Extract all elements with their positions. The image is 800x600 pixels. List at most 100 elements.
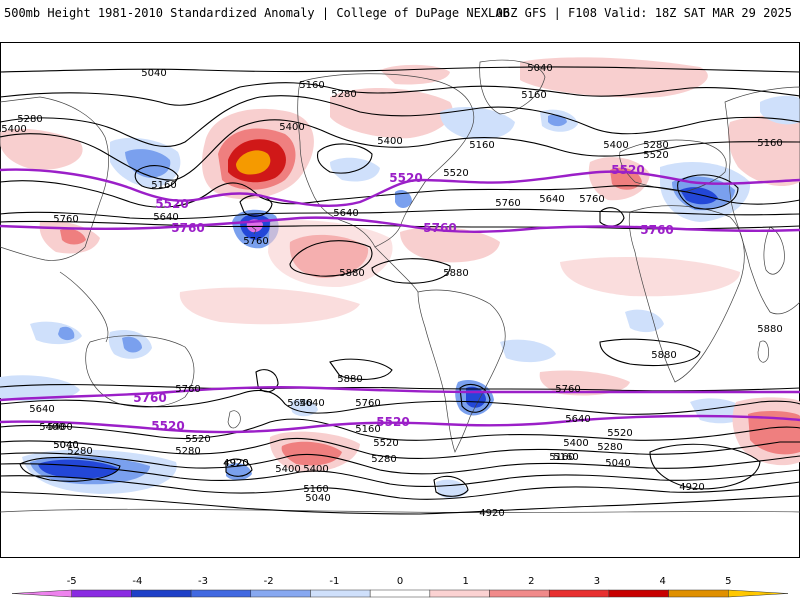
height-contour-low — [239, 194, 273, 217]
contour-label: 5760 — [243, 236, 268, 247]
key-label-5520: 5520 — [389, 171, 422, 185]
anom-neg-s-atlantic — [500, 339, 556, 363]
colorbar: -5 -4 -3 -2 -1 0 1 2 3 4 5 — [11, 576, 789, 598]
coast-central-america — [374, 246, 419, 293]
contour-label: 5160 — [757, 138, 782, 149]
height-contour-5880 — [599, 338, 701, 367]
contour-label: 5640 — [539, 194, 564, 205]
anom-pos-russia — [760, 95, 800, 125]
height-contour-5880 — [329, 358, 393, 380]
height-contour-low — [134, 165, 179, 190]
contour-label: 5640 — [333, 208, 358, 219]
colorbar-ticks: -5 -4 -3 -2 -1 0 1 2 3 4 5 — [67, 576, 732, 587]
anom-neg-europe — [680, 187, 718, 205]
contour-label: 5520 — [443, 168, 468, 179]
contour-label: 5760 — [355, 398, 380, 409]
contour-label: 5160 — [303, 484, 328, 495]
contour-label: 5040 — [53, 440, 78, 451]
height-contour-5880 — [289, 240, 373, 277]
contour-label: 5280 — [331, 89, 356, 100]
height-contour-low — [225, 458, 253, 477]
height-contour-5160 — [0, 82, 800, 106]
colorbar-tick-label: -2 — [264, 576, 274, 587]
contour-label: 5040 — [53, 440, 78, 451]
colorbar-segments — [11, 589, 789, 598]
contour-label: 5040 — [141, 68, 166, 79]
contour-label: 5880 — [337, 374, 362, 385]
contour-label: 5400 — [377, 136, 402, 147]
coast-india — [763, 226, 785, 275]
coast-south-america — [417, 289, 506, 453]
contour-label: 5160 — [549, 452, 574, 463]
coast-europe — [619, 139, 727, 193]
contour-label: 5160 — [553, 452, 578, 463]
colorbar-tick-label: 1 — [462, 576, 468, 587]
key-label-5520: 5520 — [151, 419, 184, 433]
coast-madagascar — [757, 340, 769, 363]
anom-neg-w-pacific — [58, 326, 75, 341]
height-contour-5160 — [0, 463, 800, 487]
height-contour-5880 — [371, 258, 451, 284]
height-contour-low — [677, 174, 739, 210]
height-contour-5040 — [0, 66, 800, 73]
height-contour-low — [599, 207, 625, 227]
contour-label: 5280 — [17, 114, 42, 125]
colorbar-tick-label: 3 — [594, 576, 600, 587]
contour-label: 5880 — [443, 268, 468, 279]
colorbar-segment — [429, 589, 490, 598]
contour-label: 5760 — [579, 194, 604, 205]
key-contour-5760-sh — [0, 386, 800, 402]
contour-label: 5400 — [603, 140, 628, 151]
colorbar-segment — [71, 589, 132, 598]
height-contour-5280 — [0, 95, 800, 148]
anom-neg-indian — [625, 309, 664, 333]
colorbar-segment — [548, 589, 610, 598]
height-contour-5400 — [0, 437, 800, 460]
key-label-5760: 5760 — [171, 221, 204, 235]
contour-label: 5640 — [29, 404, 54, 415]
height-contour-low — [649, 443, 761, 490]
key-label-5520: 5520 — [155, 197, 188, 211]
contour-label: 5880 — [757, 324, 782, 335]
coast-hawaii — [251, 226, 257, 235]
contour-label: 5400 — [279, 122, 304, 133]
contour-label: 4920 — [223, 458, 248, 469]
anom-neg-us-east — [395, 190, 412, 208]
contour-label: 5640 — [565, 414, 590, 425]
colorbar-tick-label: -4 — [132, 576, 142, 587]
colorbar-tick-label: 5 — [725, 576, 731, 587]
anom-neg-maritime — [122, 336, 142, 353]
contour-label: 5760 — [175, 384, 200, 395]
contour-label: 5400 — [303, 464, 328, 475]
height-contour-5640 — [0, 389, 800, 415]
coast-greenland — [479, 59, 546, 115]
height-contour-low — [255, 369, 279, 393]
contour-label: 5280 — [643, 140, 668, 151]
height-contour-low — [459, 383, 491, 413]
anom-pos-tropics — [560, 257, 740, 297]
key-label-5760: 5760 — [133, 391, 166, 405]
contour-label: 5160 — [355, 424, 380, 435]
contour-label: 5280 — [371, 454, 396, 465]
contour-label: 5640 — [287, 398, 312, 409]
contour-label: 5520 — [185, 434, 210, 445]
key-label-5760: 5760 — [423, 221, 456, 235]
colorbar-segment — [11, 589, 72, 598]
height-contour-5520 — [0, 180, 800, 208]
contour-label: 5280 — [67, 446, 92, 457]
anom-pos-canada — [330, 87, 453, 139]
height-contour-4920 — [0, 491, 800, 515]
colorbar-tick-label: 2 — [528, 576, 534, 587]
colorbar-tick-label: 4 — [659, 576, 665, 587]
anom-pos-s-pacific — [281, 441, 342, 466]
contour-label: 5880 — [339, 268, 364, 279]
contour-label: 4920 — [223, 458, 248, 469]
anom-pos-central-pacific — [268, 220, 393, 288]
colorbar-tick-label: 0 — [397, 576, 403, 587]
coast-east-asia — [0, 96, 109, 261]
colorbar-segment — [190, 589, 252, 598]
colorbar-tick-label: -1 — [329, 576, 339, 587]
anom-neg-s-pacific-mid2 — [290, 399, 318, 417]
anomaly-shading — [0, 57, 800, 499]
contour-label: 5400 — [1, 124, 26, 135]
